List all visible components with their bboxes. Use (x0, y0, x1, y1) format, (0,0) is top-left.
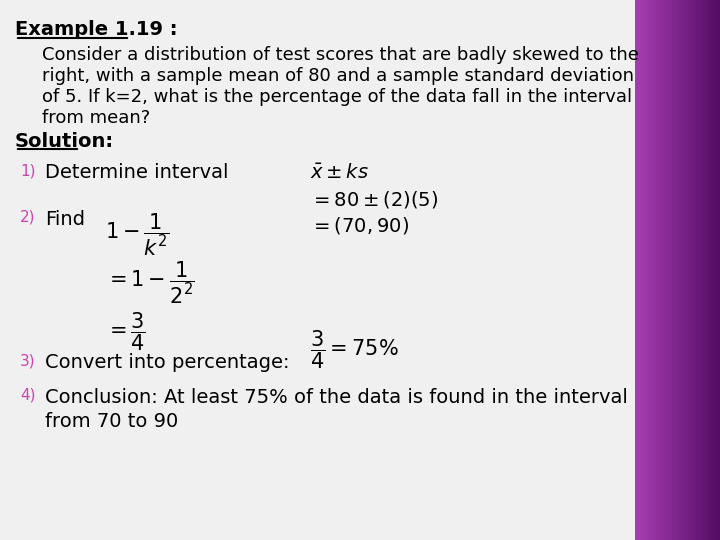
Bar (644, 0, 645, 540)
Bar (657, 0, 659, 540)
Text: from 70 to 90: from 70 to 90 (45, 412, 179, 431)
Bar (647, 0, 648, 540)
Text: $= 80 \pm (2)(5)$: $= 80 \pm (2)(5)$ (310, 189, 438, 210)
Text: Example 1.19 :: Example 1.19 : (15, 20, 178, 39)
Bar (660, 0, 662, 540)
Bar (683, 0, 685, 540)
Bar (669, 0, 670, 540)
Bar (706, 0, 707, 540)
Bar (695, 0, 696, 540)
Bar (652, 0, 654, 540)
Bar (703, 0, 704, 540)
Bar (690, 0, 692, 540)
Bar (667, 0, 669, 540)
Bar (642, 0, 644, 540)
Bar (714, 0, 716, 540)
Text: Consider a distribution of test scores that are badly skewed to the: Consider a distribution of test scores t… (42, 46, 639, 64)
Text: $\dfrac{3}{4} = 75\%$: $\dfrac{3}{4} = 75\%$ (310, 328, 399, 370)
Text: $1 - \dfrac{1}{k^2}$: $1 - \dfrac{1}{k^2}$ (105, 212, 169, 258)
Bar (701, 0, 703, 540)
Bar (665, 0, 666, 540)
Bar (707, 0, 708, 540)
Bar (688, 0, 689, 540)
Bar (673, 0, 675, 540)
Bar (696, 0, 698, 540)
Text: from mean?: from mean? (42, 109, 150, 127)
Bar (672, 0, 673, 540)
Bar (692, 0, 693, 540)
Bar (689, 0, 690, 540)
Bar (679, 0, 680, 540)
Bar (676, 0, 678, 540)
Text: $= (70, 90)$: $= (70, 90)$ (310, 215, 409, 236)
Text: Conclusion: At least 75% of the data is found in the interval: Conclusion: At least 75% of the data is … (45, 388, 628, 407)
Bar (670, 0, 672, 540)
Bar (708, 0, 710, 540)
Text: $= 1 - \dfrac{1}{2^2}$: $= 1 - \dfrac{1}{2^2}$ (105, 260, 195, 306)
Bar (635, 0, 636, 540)
Text: 1): 1) (20, 163, 35, 178)
Text: of 5. If k=2, what is the percentage of the data fall in the interval: of 5. If k=2, what is the percentage of … (42, 88, 632, 106)
Bar (651, 0, 652, 540)
Bar (713, 0, 714, 540)
Bar (716, 0, 717, 540)
Bar (698, 0, 699, 540)
Bar (686, 0, 688, 540)
Bar (639, 0, 641, 540)
Text: right, with a sample mean of 80 and a sample standard deviation: right, with a sample mean of 80 and a sa… (42, 67, 634, 85)
Text: 4): 4) (20, 388, 35, 403)
Text: Find: Find (45, 210, 85, 229)
Bar (698, 0, 700, 540)
Bar (645, 0, 647, 540)
Bar (666, 0, 667, 540)
Bar (675, 0, 676, 540)
Bar (654, 0, 655, 540)
Bar (648, 0, 649, 540)
Bar (649, 0, 651, 540)
Bar (659, 0, 660, 540)
Text: 2): 2) (20, 210, 35, 225)
Bar (662, 0, 663, 540)
Bar (663, 0, 665, 540)
Bar (711, 0, 713, 540)
Text: Convert into percentage:: Convert into percentage: (45, 353, 289, 372)
Bar (638, 0, 639, 540)
Bar (682, 0, 683, 540)
Bar (678, 0, 679, 540)
Bar (710, 0, 711, 540)
Bar (636, 0, 638, 540)
Bar (680, 0, 682, 540)
Bar (700, 0, 701, 540)
Bar (693, 0, 695, 540)
Text: $\bar{x} \pm ks$: $\bar{x} \pm ks$ (310, 163, 369, 182)
Bar (641, 0, 642, 540)
Text: Solution:: Solution: (15, 132, 114, 151)
Bar (655, 0, 657, 540)
Text: Determine interval: Determine interval (45, 163, 228, 182)
Bar (704, 0, 706, 540)
Bar (719, 0, 720, 540)
Bar (685, 0, 686, 540)
Bar (717, 0, 719, 540)
Text: 3): 3) (20, 353, 35, 368)
Text: $= \dfrac{3}{4}$: $= \dfrac{3}{4}$ (105, 310, 146, 353)
